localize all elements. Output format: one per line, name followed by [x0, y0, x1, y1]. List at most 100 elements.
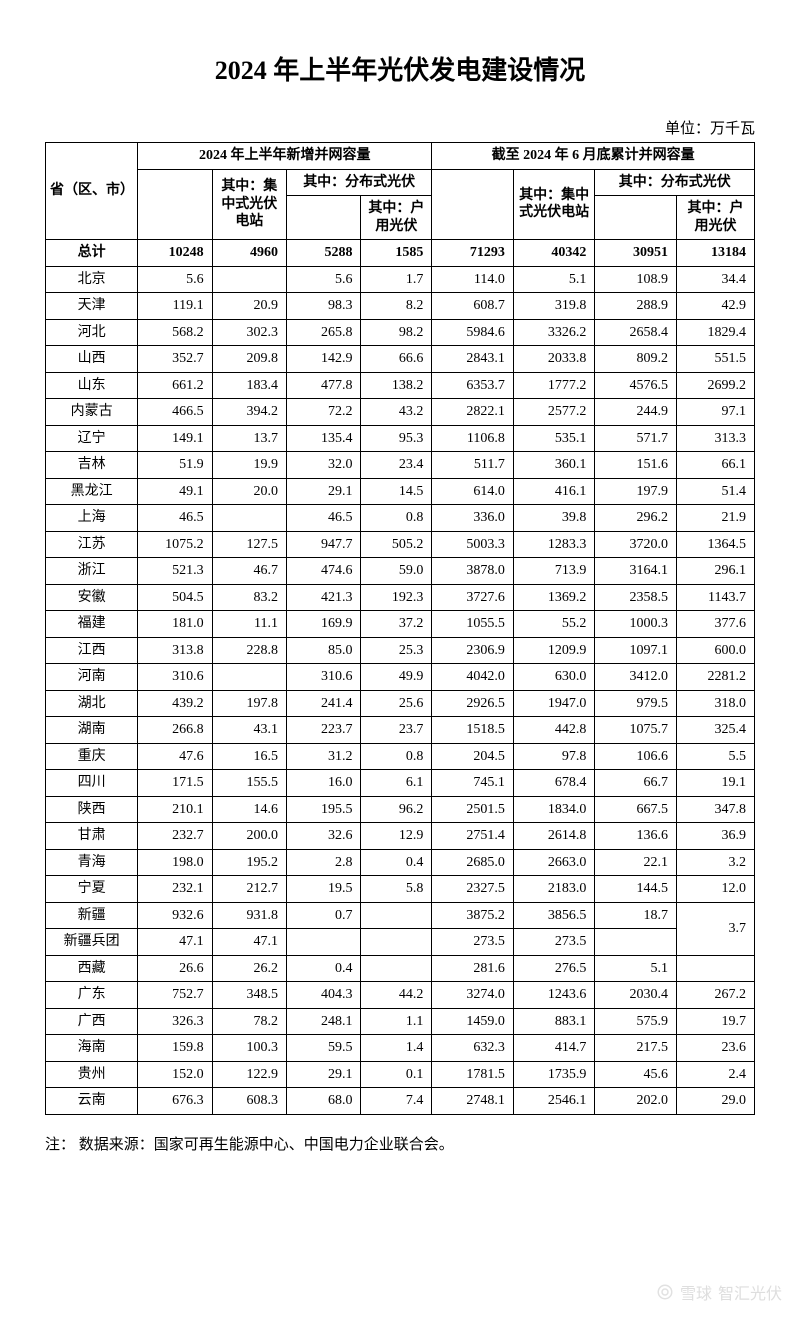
- cell: 209.8: [212, 346, 286, 373]
- cell: 83.2: [212, 584, 286, 611]
- table-row: 四川171.5155.516.06.1745.1678.466.719.1: [46, 770, 755, 797]
- pv-table: 省（区、市）2024 年上半年新增并网容量截至 2024 年 6 月底累计并网容…: [45, 142, 755, 1115]
- cell: 195.5: [287, 796, 361, 823]
- total-c4: 71293: [432, 240, 514, 267]
- cell: 200.0: [212, 823, 286, 850]
- cell: [595, 929, 677, 956]
- cell: 1735.9: [513, 1061, 595, 1088]
- cell: 12.9: [361, 823, 432, 850]
- cell: 2281.2: [676, 664, 754, 691]
- cell: 4042.0: [432, 664, 514, 691]
- cell: 198.0: [138, 849, 212, 876]
- table-row: 河北568.2302.3265.898.25984.63326.22658.41…: [46, 319, 755, 346]
- cell: 5.1: [513, 266, 595, 293]
- province-name: 青海: [46, 849, 138, 876]
- table-row: 江西313.8228.885.025.32306.91209.91097.160…: [46, 637, 755, 664]
- province-name: 内蒙古: [46, 399, 138, 426]
- cell: 979.5: [595, 690, 677, 717]
- table-row: 黑龙江49.120.029.114.5614.0416.1197.951.4: [46, 478, 755, 505]
- cell: 319.8: [513, 293, 595, 320]
- xueqiu-icon: [656, 1283, 674, 1301]
- cell: 394.2: [212, 399, 286, 426]
- cell: 3878.0: [432, 558, 514, 585]
- table-row: 海南159.8100.359.51.4632.3414.7217.523.6: [46, 1035, 755, 1062]
- cell: 5003.3: [432, 531, 514, 558]
- cell: 1947.0: [513, 690, 595, 717]
- table-row: 浙江521.346.7474.659.03878.0713.93164.1296…: [46, 558, 755, 585]
- cell: 3164.1: [595, 558, 677, 585]
- cell: 49.9: [361, 664, 432, 691]
- cell: 442.8: [513, 717, 595, 744]
- cell: 192.3: [361, 584, 432, 611]
- province-name: 西藏: [46, 955, 138, 982]
- cell: 181.0: [138, 611, 212, 638]
- cell: 19.1: [676, 770, 754, 797]
- col-cum-dist-sub: [595, 196, 677, 240]
- cell: 1.4: [361, 1035, 432, 1062]
- cell: 1209.9: [513, 637, 595, 664]
- cell: 25.6: [361, 690, 432, 717]
- cell: 16.0: [287, 770, 361, 797]
- cell: 14.5: [361, 478, 432, 505]
- watermark-right: 智汇光伏: [718, 1280, 782, 1304]
- cell: 114.0: [432, 266, 514, 293]
- cell: 29.1: [287, 1061, 361, 1088]
- cell: 21.9: [676, 505, 754, 532]
- cell: 2183.0: [513, 876, 595, 903]
- cell: 46.5: [287, 505, 361, 532]
- cell: 0.8: [361, 505, 432, 532]
- cell: 614.0: [432, 478, 514, 505]
- cell: 1055.5: [432, 611, 514, 638]
- cell: 100.3: [212, 1035, 286, 1062]
- cell: 281.6: [432, 955, 514, 982]
- cell: 34.4: [676, 266, 754, 293]
- cell: [212, 505, 286, 532]
- cell: 19.7: [676, 1008, 754, 1035]
- cell: 136.6: [595, 823, 677, 850]
- cell: [287, 929, 361, 956]
- cell: 155.5: [212, 770, 286, 797]
- cell: 152.0: [138, 1061, 212, 1088]
- cell: 2658.4: [595, 319, 677, 346]
- cell: 3326.2: [513, 319, 595, 346]
- footnote: 注： 数据来源：国家可再生能源中心、中国电力企业联合会。: [45, 1133, 755, 1154]
- cell: 29.1: [287, 478, 361, 505]
- cell: 2926.5: [432, 690, 514, 717]
- cell: 23.6: [676, 1035, 754, 1062]
- province-name: 吉林: [46, 452, 138, 479]
- table-row: 北京5.65.61.7114.05.1108.934.4: [46, 266, 755, 293]
- cell: 1781.5: [432, 1061, 514, 1088]
- cell: 310.6: [287, 664, 361, 691]
- cell: 0.4: [287, 955, 361, 982]
- table-row: 内蒙古466.5394.272.243.22822.12577.2244.997…: [46, 399, 755, 426]
- cell: 26.2: [212, 955, 286, 982]
- cell: 108.9: [595, 266, 677, 293]
- total-c3: 1585: [361, 240, 432, 267]
- watermark-left: 雪球: [680, 1280, 712, 1304]
- province-name: 湖南: [46, 717, 138, 744]
- cell: 106.6: [595, 743, 677, 770]
- cell: 18.7: [595, 902, 677, 929]
- cell: 217.5: [595, 1035, 677, 1062]
- cell: [676, 955, 754, 982]
- province-name: 河北: [46, 319, 138, 346]
- colgroup-new: 2024 年上半年新增并网容量: [138, 143, 432, 170]
- cell: 2685.0: [432, 849, 514, 876]
- cell: 85.0: [287, 637, 361, 664]
- cell: 404.3: [287, 982, 361, 1009]
- province-name: 海南: [46, 1035, 138, 1062]
- cell: 600.0: [676, 637, 754, 664]
- cell: 46.5: [138, 505, 212, 532]
- cell: 1243.6: [513, 982, 595, 1009]
- cell: 326.3: [138, 1008, 212, 1035]
- province-name: 福建: [46, 611, 138, 638]
- total-c5: 40342: [513, 240, 595, 267]
- cell: 630.0: [513, 664, 595, 691]
- cell: 144.5: [595, 876, 677, 903]
- cell: 78.2: [212, 1008, 286, 1035]
- cell: 3274.0: [432, 982, 514, 1009]
- cell: 288.9: [595, 293, 677, 320]
- cell: 183.4: [212, 372, 286, 399]
- cell: 43.2: [361, 399, 432, 426]
- cell: 273.5: [513, 929, 595, 956]
